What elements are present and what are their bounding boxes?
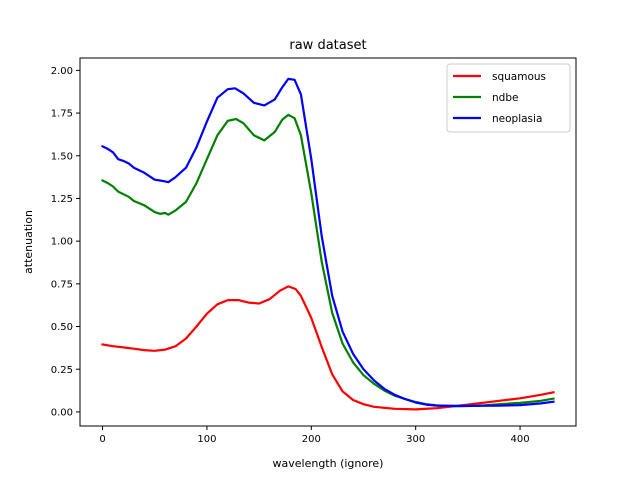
x-tick-label: 200 xyxy=(302,434,321,445)
legend-label-neoplasia: neoplasia xyxy=(492,113,542,125)
x-axis-label: wavelength (ignore) xyxy=(273,457,384,470)
x-tick-label: 400 xyxy=(511,434,530,445)
y-tick-label: 0.50 xyxy=(51,322,73,333)
y-tick-label: 1.25 xyxy=(51,194,73,205)
x-tick-label: 100 xyxy=(197,434,216,445)
legend-label-squamous: squamous xyxy=(492,71,546,83)
y-tick-label: 1.75 xyxy=(51,109,73,120)
y-axis-label: attenuation xyxy=(22,210,35,274)
plot-lines xyxy=(101,77,555,411)
legend-label-ndbe: ndbe xyxy=(492,92,518,104)
y-tick-label: 0.75 xyxy=(51,279,73,290)
series-line-squamous xyxy=(101,285,555,411)
legend: squamous ndbe neoplasia xyxy=(446,63,571,133)
y-axis-ticks: 0.00 0.25 0.50 0.75 1.00 1.25 1.50 1.75 2.00 xyxy=(51,66,80,419)
series-line-neoplasia xyxy=(101,77,555,407)
x-tick-label: 0 xyxy=(99,434,105,445)
y-tick-label: 0.25 xyxy=(51,365,73,376)
y-tick-label: 0.00 xyxy=(51,408,73,419)
y-tick-label: 1.50 xyxy=(51,151,73,162)
chart-title: raw dataset xyxy=(289,38,366,53)
x-axis-ticks: 0 100 200 300 400 xyxy=(99,426,530,445)
y-tick-label: 1.00 xyxy=(51,237,73,248)
y-tick-label: 2.00 xyxy=(51,66,73,77)
axes-frame xyxy=(79,57,577,427)
x-tick-label: 300 xyxy=(406,434,425,445)
legend-box xyxy=(446,63,571,133)
